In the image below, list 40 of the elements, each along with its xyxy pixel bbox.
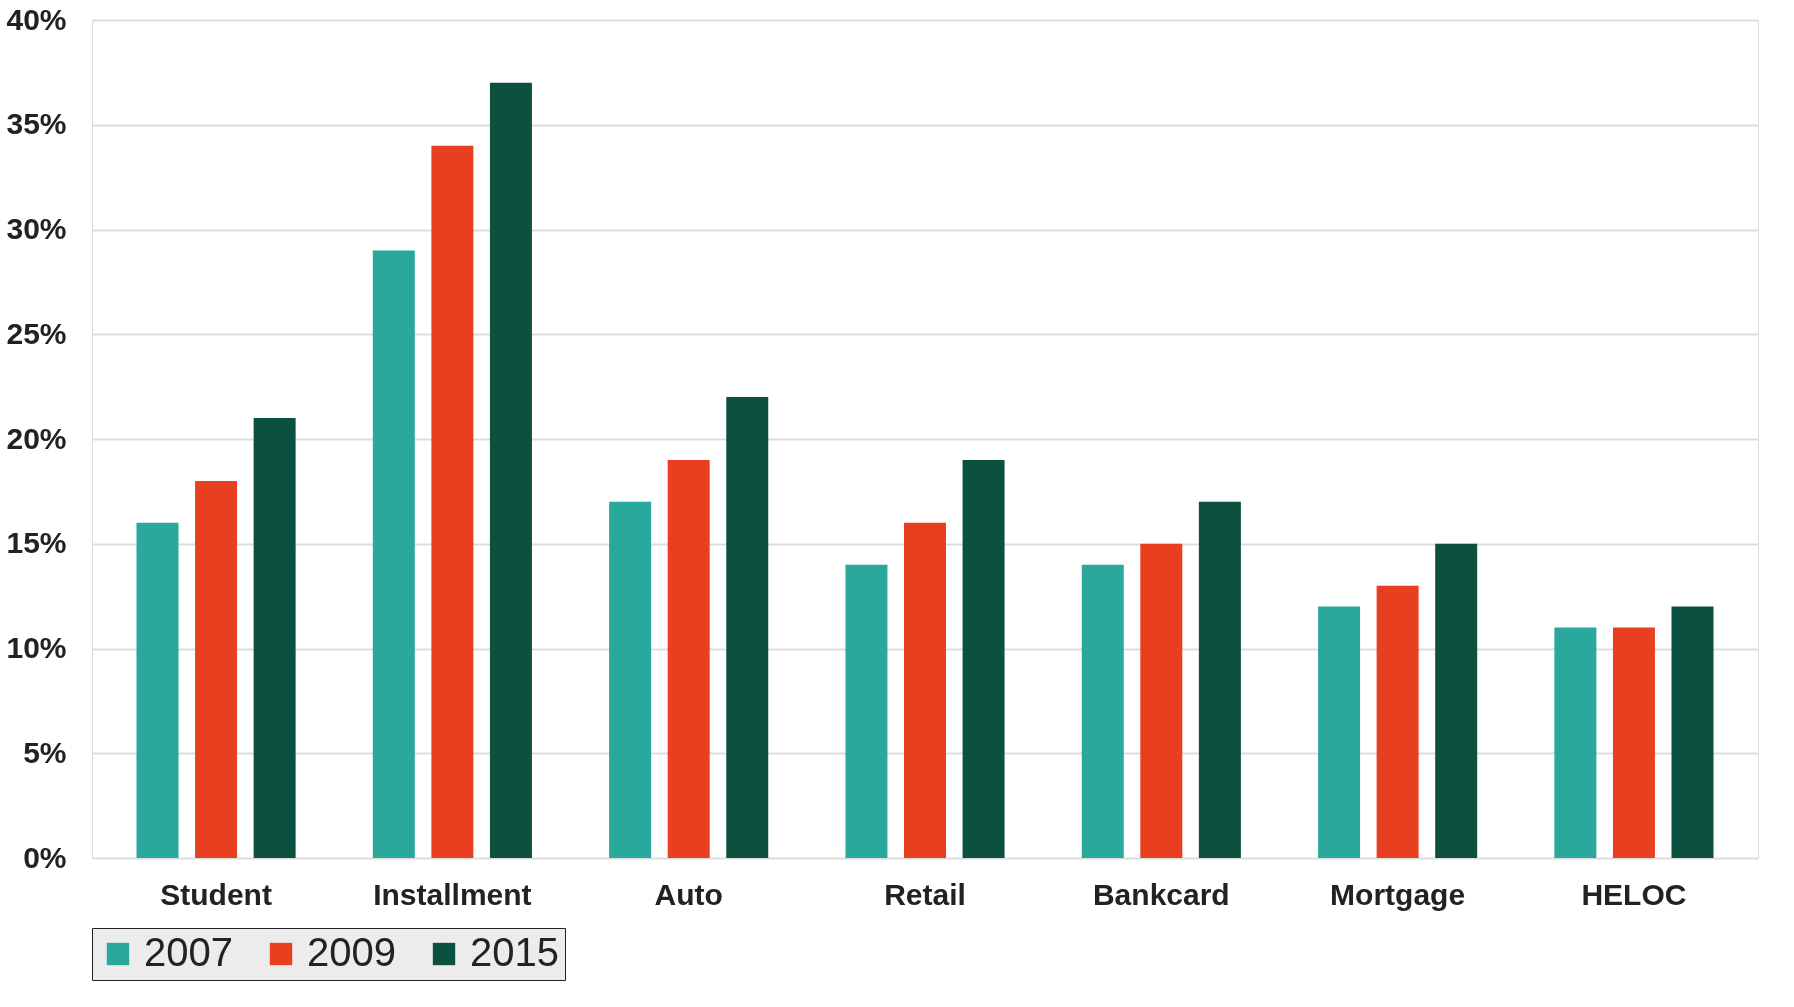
legend-label: 2015 <box>470 930 559 974</box>
bar <box>1671 606 1714 858</box>
y-tick-label: 20% <box>6 421 67 455</box>
bar <box>431 145 474 858</box>
bar <box>1140 543 1183 858</box>
x-tick-label: HELOC <box>1581 877 1687 911</box>
x-tick-label: Bankcard <box>1092 877 1230 911</box>
y-tick-label: 30% <box>6 212 67 245</box>
bar <box>962 459 1005 858</box>
bar <box>1198 501 1241 858</box>
y-tick-label: 40% <box>6 2 67 36</box>
y-tick-label: 35% <box>6 107 67 141</box>
bar <box>1081 564 1124 858</box>
bar <box>1435 543 1478 858</box>
x-tick-label: Student <box>160 877 272 911</box>
x-tick-label: Auto <box>654 877 723 911</box>
bar <box>609 501 652 858</box>
legend-label: 2009 <box>307 930 396 974</box>
bar <box>372 250 415 858</box>
x-tick-label: Installment <box>373 877 532 911</box>
bar <box>1376 585 1419 858</box>
bar <box>904 522 946 858</box>
y-tick-label: 10% <box>6 631 67 664</box>
bar <box>1612 627 1655 858</box>
bar <box>489 82 532 858</box>
y-tick-label: 25% <box>6 316 67 350</box>
y-tick-label: 5% <box>23 735 67 769</box>
bar <box>1554 627 1597 858</box>
x-tick-label: Mortgage <box>1330 877 1466 911</box>
y-tick-label: 15% <box>6 526 67 560</box>
bar <box>845 564 888 858</box>
x-tick-label: Retail <box>884 877 966 911</box>
bar <box>253 418 296 858</box>
bar <box>195 480 238 858</box>
bar <box>136 522 179 858</box>
y-tick-label: 0% <box>23 840 67 874</box>
bar <box>1318 606 1361 858</box>
bar <box>726 397 769 858</box>
bar <box>667 459 710 858</box>
legend-label: 2007 <box>144 930 233 974</box>
